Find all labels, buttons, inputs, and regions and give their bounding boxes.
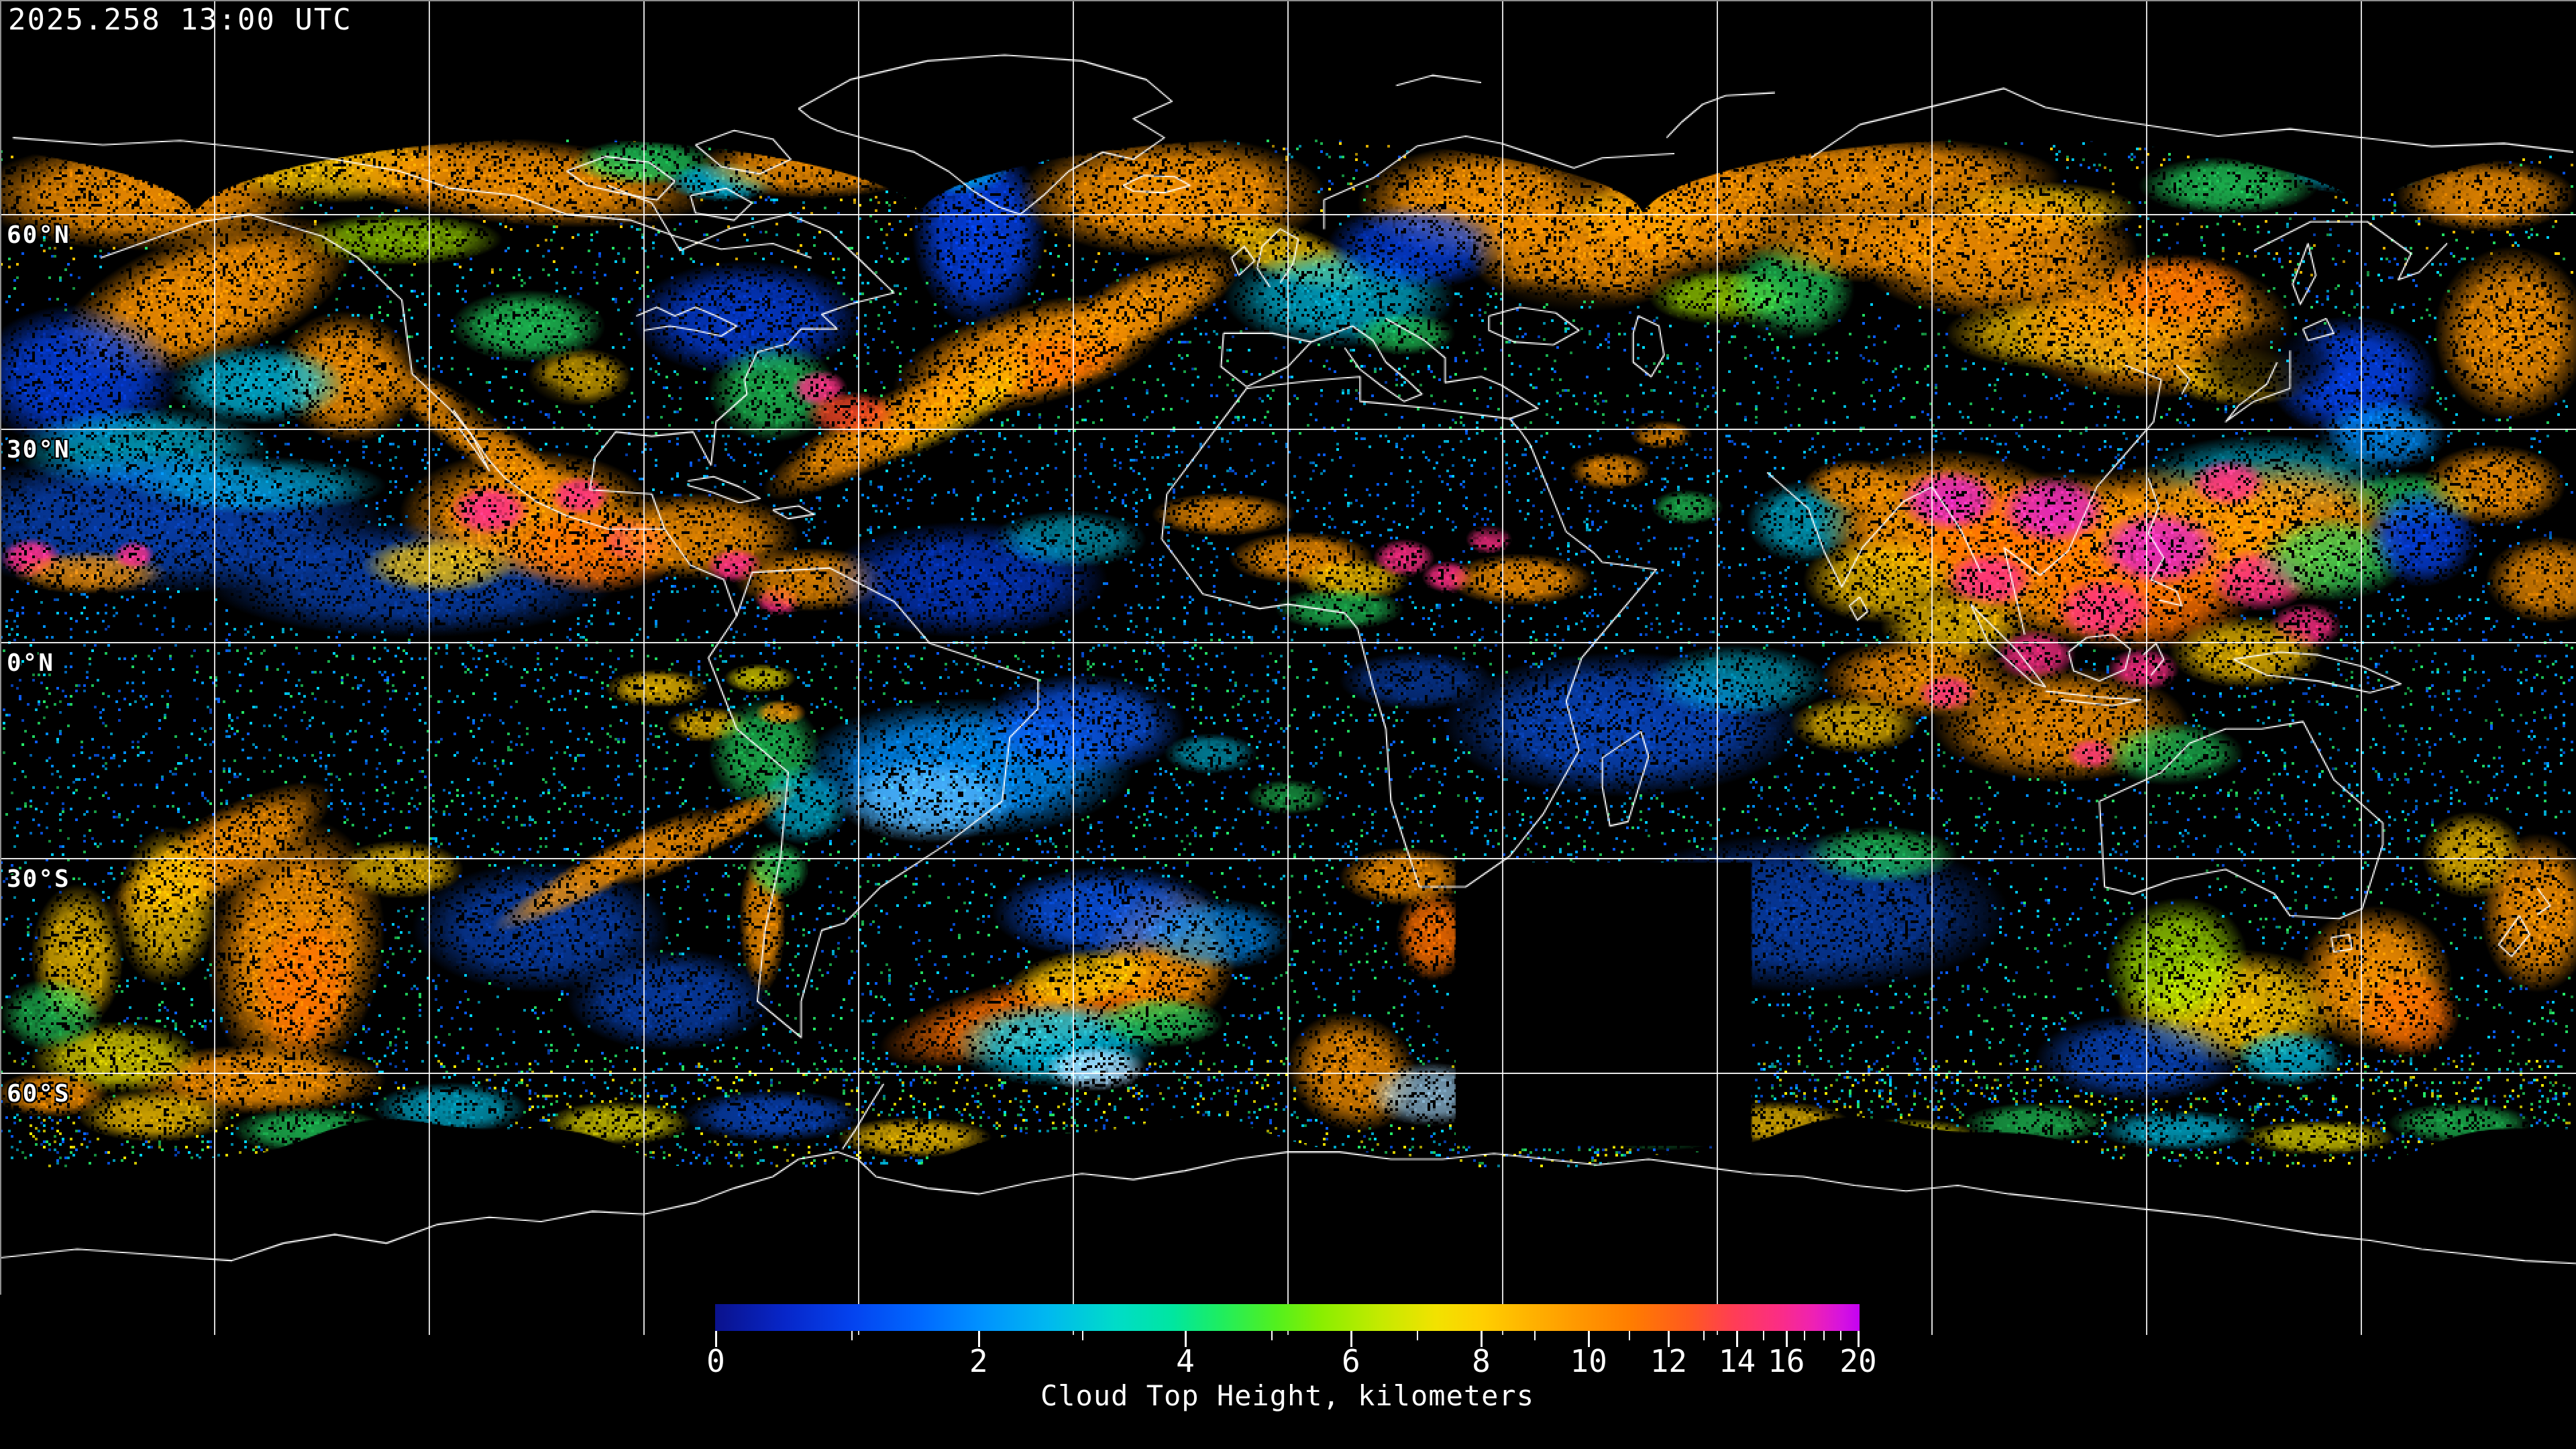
graticule-longitude-line (1073, 0, 1075, 1335)
colorbar-minor-tick (1703, 1331, 1705, 1340)
latitude-label: 0°N (7, 649, 55, 677)
colorbar-major-tick (1736, 1331, 1739, 1347)
colorbar-tick-label: 16 (1768, 1343, 1805, 1379)
colorbar-minor-tick (1803, 1331, 1805, 1340)
latitude-label: 60°N (7, 221, 70, 249)
graticule-latitude-line (0, 429, 2576, 430)
graticule-latitude-line (0, 213, 2576, 215)
graticule-longitude-line (1287, 0, 1289, 1335)
colorbar-minor-tick (1840, 1331, 1842, 1340)
colorbar-tick-label: 4 (1176, 1343, 1195, 1379)
colorbar-major-tick (1668, 1331, 1670, 1347)
frame-left-edge (0, 0, 1, 1295)
colorbar-minor-tick (1416, 1331, 1418, 1340)
colorbar-tick-label: 6 (1342, 1343, 1360, 1379)
timestamp-label: 2025.258 13:00 UTC (8, 3, 352, 37)
colorbar: 0 2 4 6 8 10 12 14 16 20 Cloud Top Height, kilome… (706, 1304, 1877, 1412)
graticule-longitude-line (1931, 0, 1933, 1335)
colorbar-tick-label: 2 (969, 1343, 988, 1379)
colorbar-tick-label: 10 (1570, 1343, 1607, 1379)
colorbar-minor-tick (1271, 1331, 1273, 1340)
frame-top-edge (0, 0, 2576, 1)
colorbar-minor-tick (1081, 1331, 1083, 1340)
colorbar-major-tick (1785, 1331, 1788, 1347)
colorbar-major-tick (1481, 1331, 1483, 1347)
colorbar-major-tick (1588, 1331, 1591, 1347)
graticule-longitude-line (429, 0, 431, 1335)
graticule-latitude-line (0, 858, 2576, 860)
colorbar-major-tick (715, 1331, 717, 1347)
colorbar-tick-label: 12 (1650, 1343, 1687, 1379)
colorbar-minor-tick (1629, 1331, 1631, 1340)
graticule-longitude-line (213, 0, 215, 1335)
latitude-label: 30°N (7, 436, 70, 464)
graticule-latitude-line (0, 641, 2576, 643)
colorbar-minor-tick (851, 1331, 853, 1340)
colorbar-minor-tick (1534, 1331, 1536, 1340)
graticule-latitude-line (0, 1072, 2576, 1074)
colorbar-minor-tick (1762, 1331, 1764, 1340)
colorbar-major-tick (1858, 1331, 1860, 1347)
colorbar-major-tick (1350, 1331, 1352, 1347)
colorbar-title: Cloud Top Height, kilometers (1040, 1379, 1534, 1412)
graticule-longitude-line (1717, 0, 1719, 1335)
latitude-label: 30°S (7, 865, 70, 894)
graticule-longitude-line (2145, 0, 2147, 1335)
graticule-longitude-line (1501, 0, 1503, 1335)
latitude-label: 60°S (7, 1079, 70, 1108)
colorbar-gradient (715, 1304, 1860, 1331)
graticule-longitude-line (2361, 0, 2363, 1335)
colorbar-minor-tick (1823, 1331, 1825, 1340)
colorbar-tick-label: 8 (1472, 1343, 1491, 1379)
colorbar-tick-label: 14 (1718, 1343, 1756, 1379)
colorbar-major-tick (977, 1331, 980, 1347)
colorbar-tick-label: 0 (706, 1343, 725, 1379)
graticule-longitude-line (643, 0, 645, 1335)
graticule-longitude-line (857, 0, 859, 1335)
colorbar-tick-label: 20 (1839, 1343, 1877, 1379)
colorbar-major-tick (1184, 1331, 1187, 1347)
